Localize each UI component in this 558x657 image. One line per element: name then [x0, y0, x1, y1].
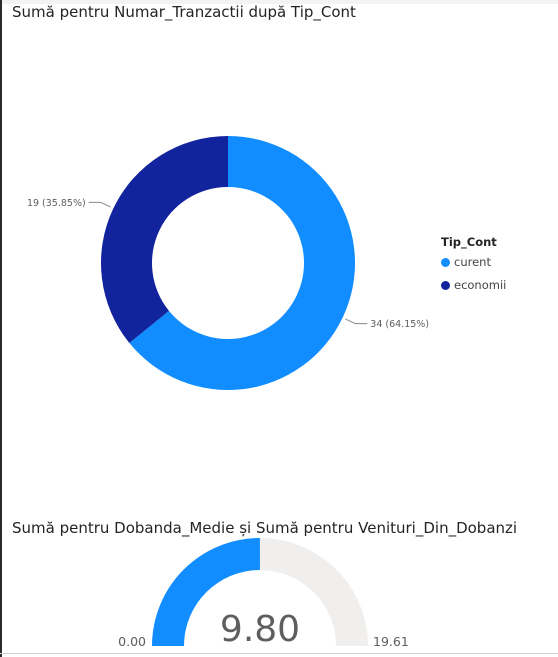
- donut-leader-curent: [345, 318, 368, 325]
- gauge-max-label: 19.61: [373, 634, 409, 649]
- legend-dot-curent: [441, 257, 450, 267]
- donut-slice-curent: [129, 136, 355, 390]
- legend-dot-economii: [441, 280, 450, 290]
- gauge-fill: [152, 538, 260, 646]
- donut-chart-title: Sumă pentru Numar_Tranzactii după Tip_Co…: [12, 3, 356, 21]
- gauge-value: 9.80: [220, 609, 300, 650]
- top-band: [0, 0, 558, 4]
- left-border: [0, 0, 2, 657]
- gauge-chart-title: Sumă pentru Dobanda_Medie și Sumă pentru…: [12, 519, 518, 537]
- legend-item-economii[interactable]: economii: [441, 278, 506, 292]
- legend-label-economii: economii: [454, 278, 507, 292]
- legend-title: Tip_Cont: [441, 235, 497, 249]
- bottom-border: [0, 653, 558, 654]
- donut-data-label-economii: 19 (35.85%): [27, 198, 86, 209]
- gauge-min-label: 0.00: [118, 634, 146, 649]
- donut-data-label-curent: 34 (64.15%): [370, 319, 429, 330]
- donut-leader-economii: [88, 201, 111, 208]
- legend-label-curent: curent: [454, 255, 491, 269]
- legend-item-curent[interactable]: curent: [441, 255, 491, 269]
- donut-slice-economii: [101, 136, 228, 344]
